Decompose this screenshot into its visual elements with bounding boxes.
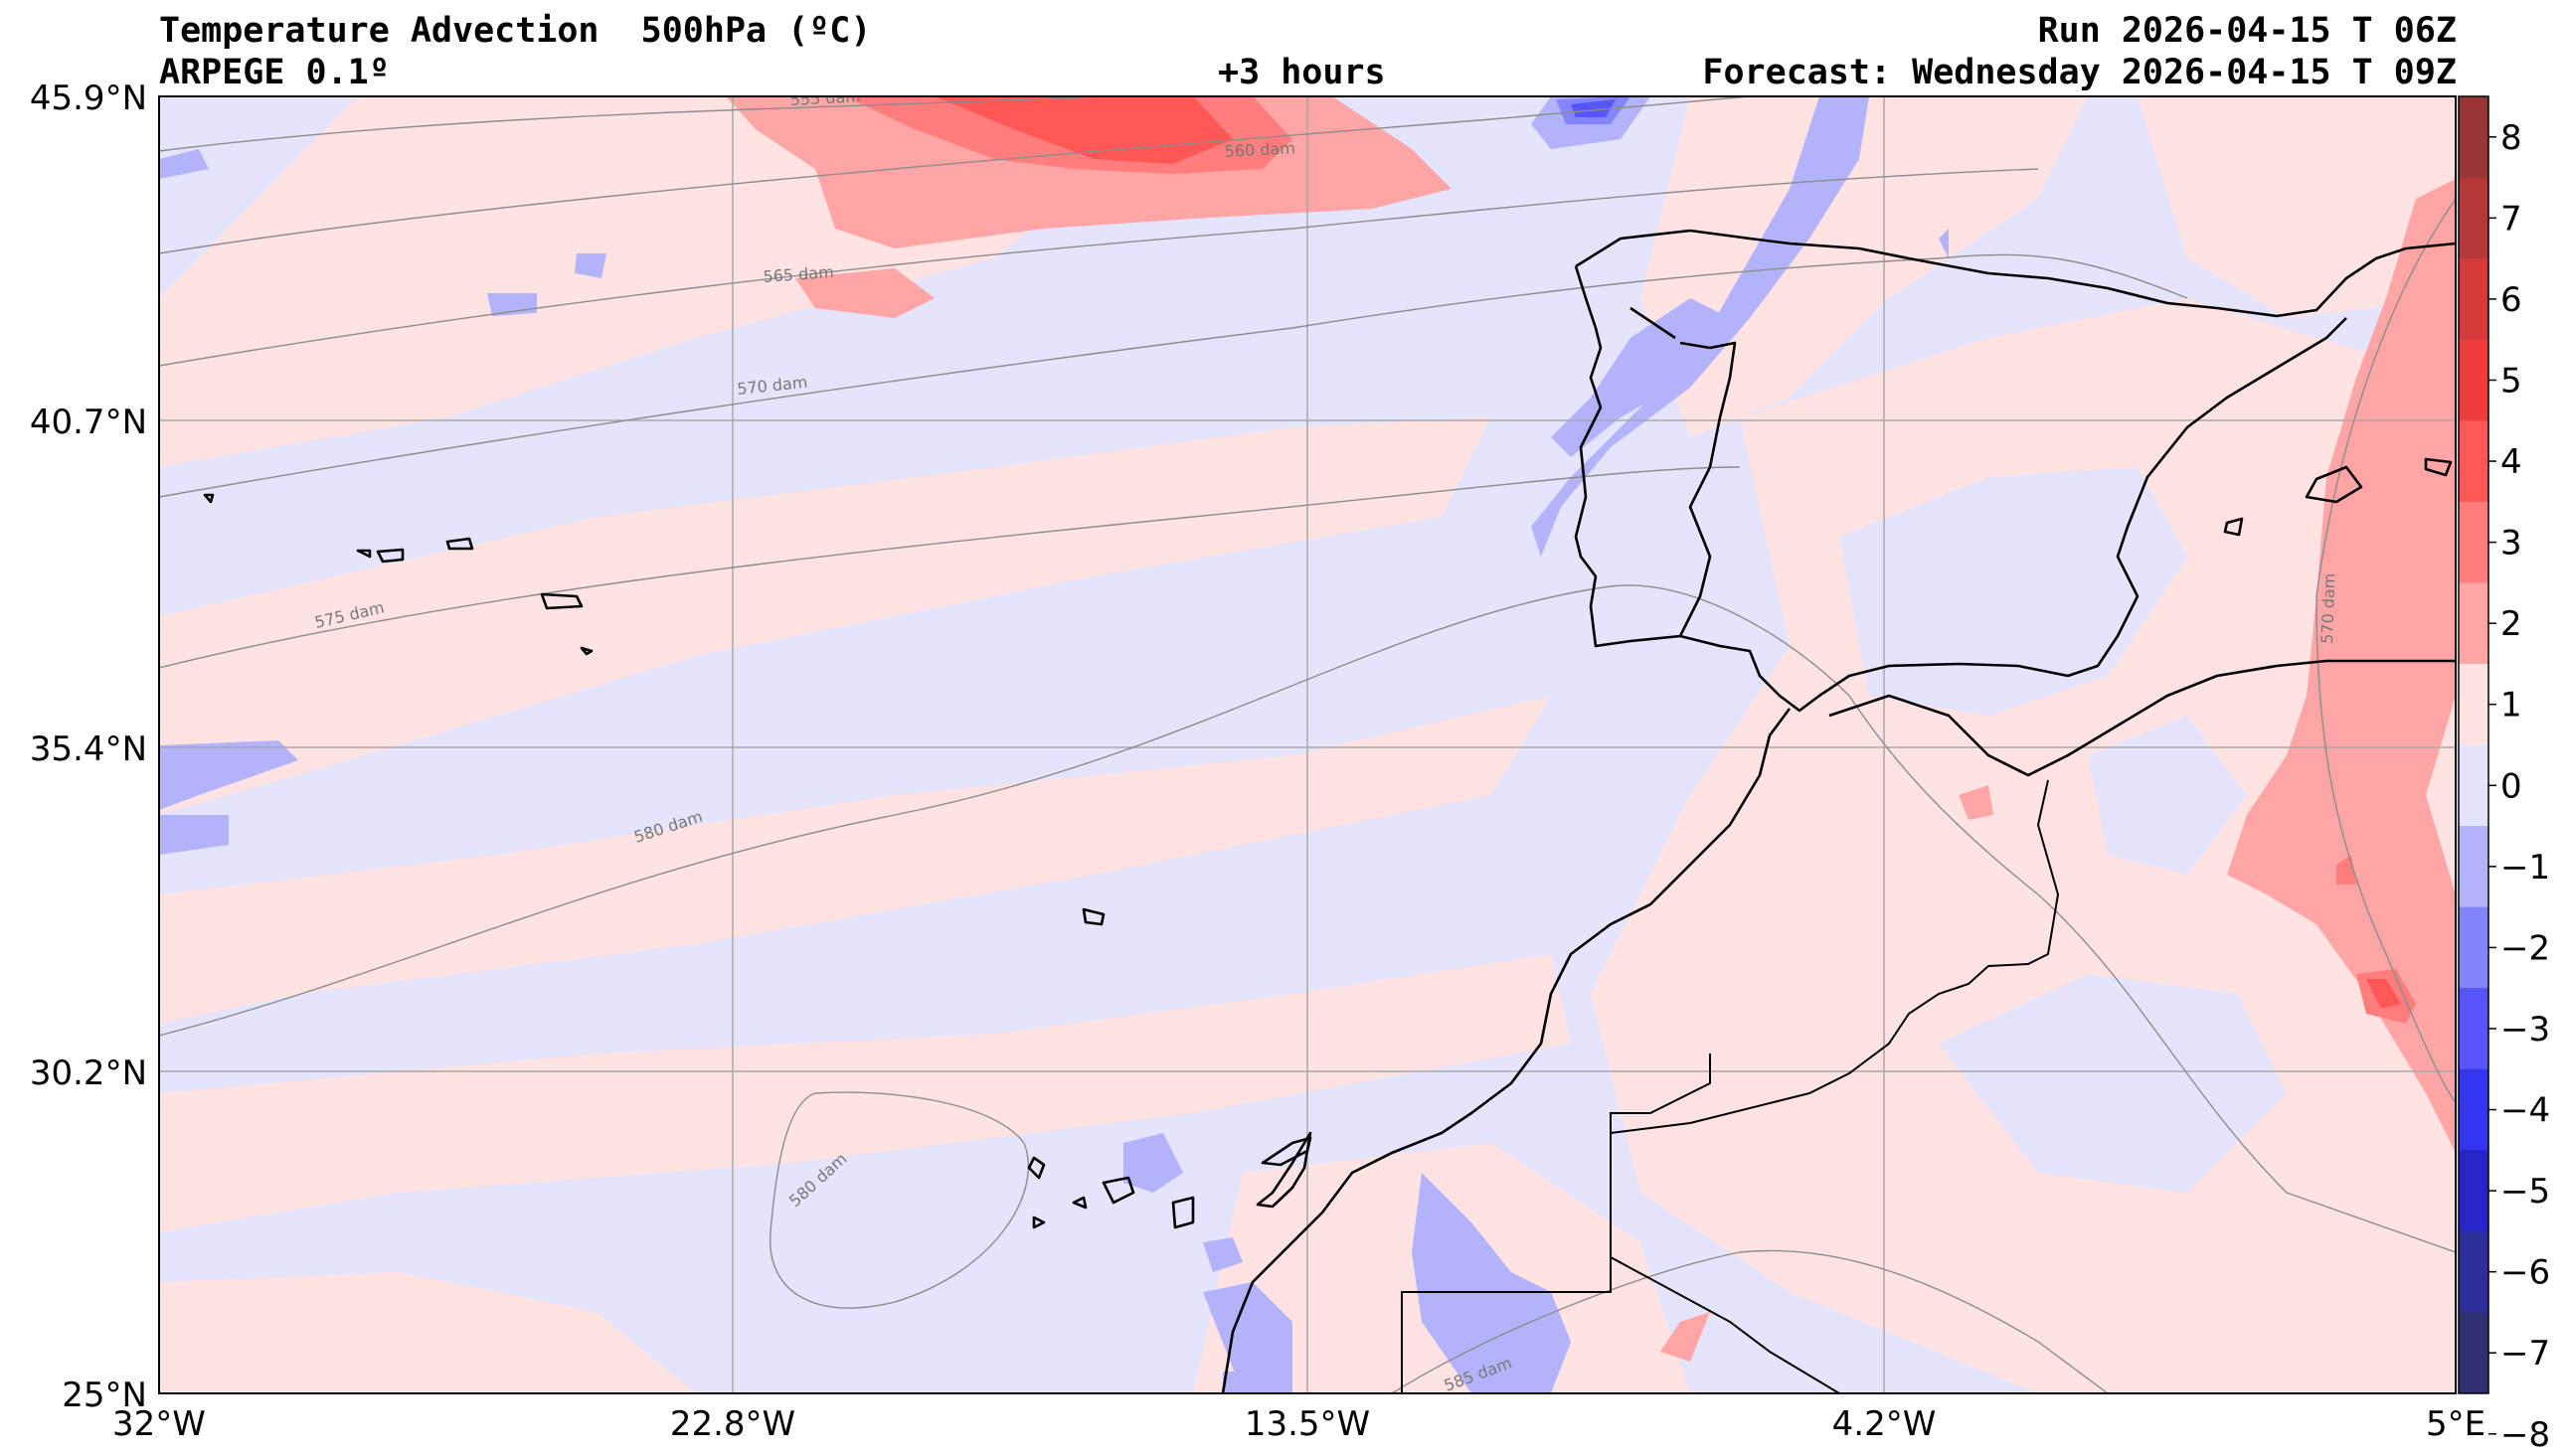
colorbar-tick-label: 3 (2500, 524, 2522, 564)
lat-label: 45.9°N (30, 79, 147, 118)
colorbar-tick-label: −1 (2500, 848, 2550, 888)
lat-label: 25°N (62, 1375, 147, 1415)
lead-time: +3 hours (1218, 53, 1386, 92)
coastlines (203, 229, 2456, 1393)
colorbar-tick-label: −7 (2500, 1334, 2550, 1374)
colorbar-segment (2459, 1068, 2488, 1151)
colorbar-tick-label: 0 (2500, 766, 2522, 806)
lat-label: 40.7°N (30, 403, 147, 442)
strong-warm-areas (935, 96, 2401, 1009)
weak-cold-pockets (1839, 467, 2287, 1193)
lon-label: 32°W (112, 1404, 206, 1444)
lat-label: 30.2°N (30, 1053, 147, 1093)
colorbar-ticks: 8 7 6 5 4 3 2 1 0 −1 −2 −3 −4 −5 −6 −7 −8 (2488, 118, 2550, 1455)
political-borders (1401, 779, 2060, 1393)
colorbar-tick-label: −5 (2500, 1172, 2550, 1212)
colorbar-tick-label: −6 (2500, 1253, 2550, 1293)
colorbar-tick-label: 7 (2500, 199, 2522, 239)
contour-label: 555 dam (789, 86, 861, 109)
lon-label: 4.2°W (1832, 1404, 1937, 1444)
colorbar-segment (2459, 1230, 2488, 1313)
colorbar-segment (2459, 420, 2488, 503)
colorbar-segment (2459, 1150, 2488, 1232)
longitude-labels: 32°W 22.8°W 13.5°W 4.2°W 5°E (112, 1404, 2485, 1444)
colorbar-segment (2459, 177, 2488, 259)
lon-label: 22.8°W (670, 1404, 795, 1444)
colorbar-segment (2459, 744, 2488, 827)
lon-label: 5°E (2426, 1404, 2485, 1444)
contour-label: 570 dam (2317, 572, 2338, 644)
geopotential-contours (159, 96, 2456, 1393)
colorbar-segment (2459, 1312, 2488, 1394)
colorbar-segment (2459, 988, 2488, 1070)
colorbar-segment (2459, 339, 2488, 421)
advection-field: 565 dam 570 dam 575 dam 580 dam 580 dam … (159, 86, 2456, 1393)
strong-cold-areas (1571, 99, 1616, 117)
colorbar-segment (2459, 826, 2488, 908)
colorbar-segment (2459, 582, 2488, 665)
graticule (159, 96, 2456, 1393)
lon-label: 13.5°W (1245, 1404, 1370, 1444)
run-time: Run 2026-04-15 T 06Z (2037, 11, 2457, 51)
latitude-labels: 45.9°N 40.7°N 35.4°N 30.2°N 25°N (30, 79, 147, 1415)
colorbar-tick-label: −3 (2500, 1010, 2550, 1050)
colorbar-tick-label: −8 (2500, 1415, 2550, 1455)
forecast-time: Forecast: Wednesday 2026-04-15 T 09Z (1702, 53, 2457, 92)
colorbar-segment (2459, 501, 2488, 583)
contour-label: 560 dam (1224, 138, 1295, 161)
colorbar-tick-label: 1 (2500, 686, 2522, 726)
contour-label: 565 dam (763, 262, 834, 286)
colorbar-tick-label: −2 (2500, 928, 2550, 968)
map-title: Temperature Advection 500hPa (ºC) (159, 11, 872, 51)
colorbar-segment (2459, 258, 2488, 341)
colorbar-frame (2458, 95, 2489, 1394)
colorbar-tick-label: 4 (2500, 442, 2522, 482)
model-name: ARPEGE 0.1º (159, 53, 390, 92)
colorbar-tick-label: 6 (2500, 280, 2522, 320)
plot-frame (158, 95, 2457, 1394)
colorbar-tick-label: −4 (2500, 1091, 2550, 1131)
colorbar-segment (2459, 96, 2488, 179)
colorbar-tick-label: 5 (2500, 361, 2522, 401)
colorbar-tick-label: 8 (2500, 118, 2522, 158)
lat-label: 35.4°N (30, 729, 147, 769)
colorbar-segment (2459, 663, 2488, 745)
colorbar-segment (2459, 906, 2488, 989)
colorbar-tick-label: 2 (2500, 604, 2522, 644)
colorbar (2458, 95, 2489, 1394)
